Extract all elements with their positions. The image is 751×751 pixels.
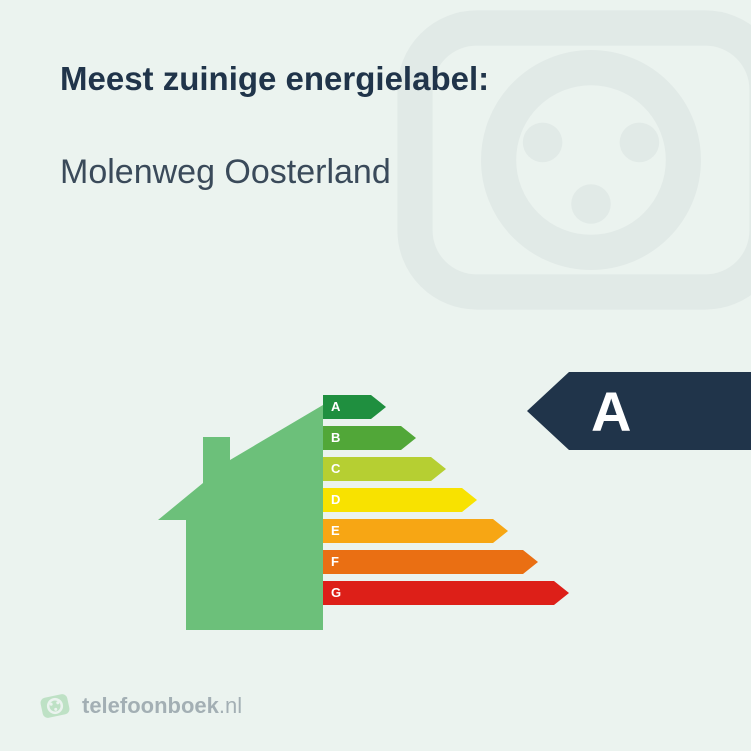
footer-tld: .nl bbox=[219, 693, 242, 718]
pointer-letter: A bbox=[591, 379, 631, 444]
energy-bar-label: D bbox=[331, 488, 340, 512]
logo-icon bbox=[38, 689, 72, 723]
page-title: Meest zuinige energielabel: bbox=[60, 60, 691, 98]
footer: telefoonboek.nl bbox=[38, 689, 242, 723]
energy-bar-label: B bbox=[331, 426, 340, 450]
pointer-body: A bbox=[569, 372, 751, 450]
pointer-arrow bbox=[527, 372, 569, 450]
energy-bar-label: E bbox=[331, 519, 340, 543]
footer-brand: telefoonboek bbox=[82, 693, 219, 718]
energy-bar-label: C bbox=[331, 457, 340, 481]
location-name: Molenweg Oosterland bbox=[60, 153, 691, 192]
house-icon bbox=[158, 405, 323, 630]
energy-bar-label: G bbox=[331, 581, 341, 605]
energy-bar-label: F bbox=[331, 550, 339, 574]
energy-bar-label: A bbox=[331, 395, 340, 419]
rating-pointer: A bbox=[527, 372, 751, 450]
